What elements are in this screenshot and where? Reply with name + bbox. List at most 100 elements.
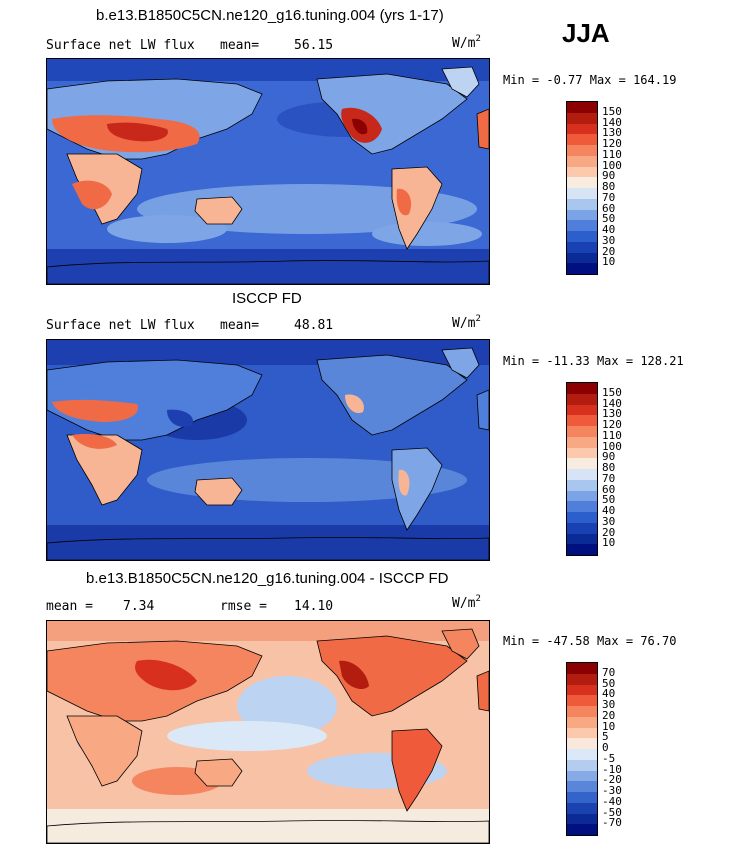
colorbar-swatch xyxy=(567,231,597,242)
colorbar-swatch xyxy=(567,522,597,534)
colorbar-tick-label: 140 xyxy=(602,115,622,129)
panel2-mean-label: mean= xyxy=(220,318,260,333)
panel3-rmse-label: rmse = xyxy=(220,599,267,614)
panel2-mean-value: 48.81 xyxy=(294,318,334,333)
colorbar-tick-label: 5 xyxy=(602,730,609,744)
colorbar-tick-label: 130 xyxy=(602,126,622,140)
colorbar-swatch xyxy=(567,112,597,124)
colorbar-tick-label: -40 xyxy=(602,794,622,808)
panel1-title: b.e13.B1850C5CN.ne120_g16.tuning.004 (yr… xyxy=(96,7,444,24)
panel2-colorbar-labels: 150 140 130 120 110 100 90 80 70 60 50 40 30 20 10 xyxy=(602,382,642,554)
colorbar-swatch xyxy=(567,824,597,835)
colorbar-tick-label: 60 xyxy=(602,482,616,496)
colorbar-swatch xyxy=(567,759,597,771)
panel3-title: b.e13.B1850C5CN.ne120_g16.tuning.004 - I… xyxy=(86,570,449,587)
colorbar-swatch xyxy=(567,802,597,814)
colorbar-tick-label: 50 xyxy=(602,212,616,226)
colorbar-tick-label: 10 xyxy=(602,719,616,733)
panel3-units: W/m2 xyxy=(452,594,481,611)
colorbar-tick-label: -70 xyxy=(602,816,622,830)
colorbar-swatch xyxy=(567,813,597,825)
colorbar-swatch xyxy=(567,447,597,459)
colorbar-swatch xyxy=(567,102,597,113)
colorbar-swatch xyxy=(567,155,597,167)
colorbar-tick-label: 20 xyxy=(602,708,616,722)
colorbar-tick-label: 30 xyxy=(602,233,616,247)
panel3-rmse-value: 14.10 xyxy=(294,599,334,614)
colorbar-swatch xyxy=(567,479,597,491)
colorbar-tick-label: 40 xyxy=(602,687,616,701)
colorbar-swatch xyxy=(567,404,597,416)
colorbar-tick-label: 80 xyxy=(602,180,616,193)
colorbar-tick-label: 90 xyxy=(602,169,616,183)
panel1-colorbar xyxy=(566,101,598,275)
colorbar-swatch xyxy=(567,695,597,706)
colorbar-tick-label: 40 xyxy=(602,223,616,236)
colorbar-swatch xyxy=(567,544,597,555)
panel1-colorbar-labels: 150 140 130 120 110 100 90 80 70 60 50 40 30 20 10 xyxy=(602,101,642,273)
colorbar-tick-label: 30 xyxy=(602,514,616,528)
colorbar-tick-label: 50 xyxy=(602,676,616,690)
colorbar-swatch xyxy=(567,426,597,437)
colorbar-tick-label: 150 xyxy=(602,385,622,399)
panel3-mean-value: 7.34 xyxy=(123,599,155,614)
panel1-field-name: Surface net LW flux xyxy=(46,38,195,53)
colorbar-tick-label: 0 xyxy=(602,741,609,754)
colorbar-tick-label: 10 xyxy=(602,255,616,269)
colorbar-tick-label: 20 xyxy=(602,525,616,539)
colorbar-tick-label: 20 xyxy=(602,244,616,258)
colorbar-swatch xyxy=(567,209,597,221)
panel1-units: W/m2 xyxy=(452,34,481,51)
colorbar-swatch xyxy=(567,770,597,782)
colorbar-tick-label: 140 xyxy=(602,396,622,410)
panel1-map xyxy=(46,58,490,285)
colorbar-swatch xyxy=(567,436,597,448)
colorbar-swatch xyxy=(567,166,597,178)
colorbar-tick-label: -20 xyxy=(602,773,622,787)
colorbar-tick-label: 70 xyxy=(602,471,616,485)
colorbar-swatch xyxy=(567,706,597,717)
colorbar-swatch xyxy=(567,749,597,760)
colorbar-tick-label: -10 xyxy=(602,762,622,776)
panel2-minmax: Min = -11.33 Max = 128.21 xyxy=(503,354,684,368)
colorbar-swatch xyxy=(567,716,597,728)
colorbar-swatch xyxy=(567,684,597,696)
colorbar-tick-label: 90 xyxy=(602,450,616,464)
panel3-colorbar xyxy=(566,662,598,836)
panel2-field-name: Surface net LW flux xyxy=(46,318,195,333)
colorbar-tick-label: -50 xyxy=(602,805,622,819)
colorbar-swatch xyxy=(567,458,597,469)
panel1-minmax: Min = -0.77 Max = 164.19 xyxy=(503,73,677,87)
colorbar-swatch xyxy=(567,383,597,394)
colorbar-swatch xyxy=(567,415,597,426)
colorbar-tick-label: -5 xyxy=(602,751,616,765)
colorbar-tick-label: 120 xyxy=(602,418,622,431)
colorbar-swatch xyxy=(567,533,597,545)
colorbar-swatch xyxy=(567,123,597,135)
colorbar-tick-label: 110 xyxy=(602,147,622,161)
colorbar-swatch xyxy=(567,673,597,685)
panel3-minmax: Min = -47.58 Max = 76.70 xyxy=(503,634,677,648)
colorbar-swatch xyxy=(567,792,597,803)
colorbar-swatch xyxy=(567,663,597,674)
colorbar-tick-label: 70 xyxy=(602,190,616,204)
colorbar-swatch xyxy=(567,145,597,156)
colorbar-swatch xyxy=(567,490,597,502)
panel2-colorbar xyxy=(566,382,598,556)
colorbar-swatch xyxy=(567,393,597,405)
panel2-title: ISCCP FD xyxy=(232,290,302,307)
panel1-mean-value: 56.15 xyxy=(294,38,334,53)
colorbar-tick-label: 10 xyxy=(602,536,616,550)
colorbar-swatch xyxy=(567,727,597,739)
colorbar-swatch xyxy=(567,220,597,231)
colorbar-tick-label: 50 xyxy=(602,493,616,507)
colorbar-tick-label: 100 xyxy=(602,439,622,453)
colorbar-tick-label: 70 xyxy=(602,665,616,679)
colorbar-tick-label: 60 xyxy=(602,201,616,215)
colorbar-swatch xyxy=(567,512,597,523)
panel2-map xyxy=(46,339,490,561)
panel3-mean-label: mean = xyxy=(46,599,93,614)
colorbar-swatch xyxy=(567,738,597,749)
colorbar-swatch xyxy=(567,469,597,480)
colorbar-tick-label: -30 xyxy=(602,784,622,797)
